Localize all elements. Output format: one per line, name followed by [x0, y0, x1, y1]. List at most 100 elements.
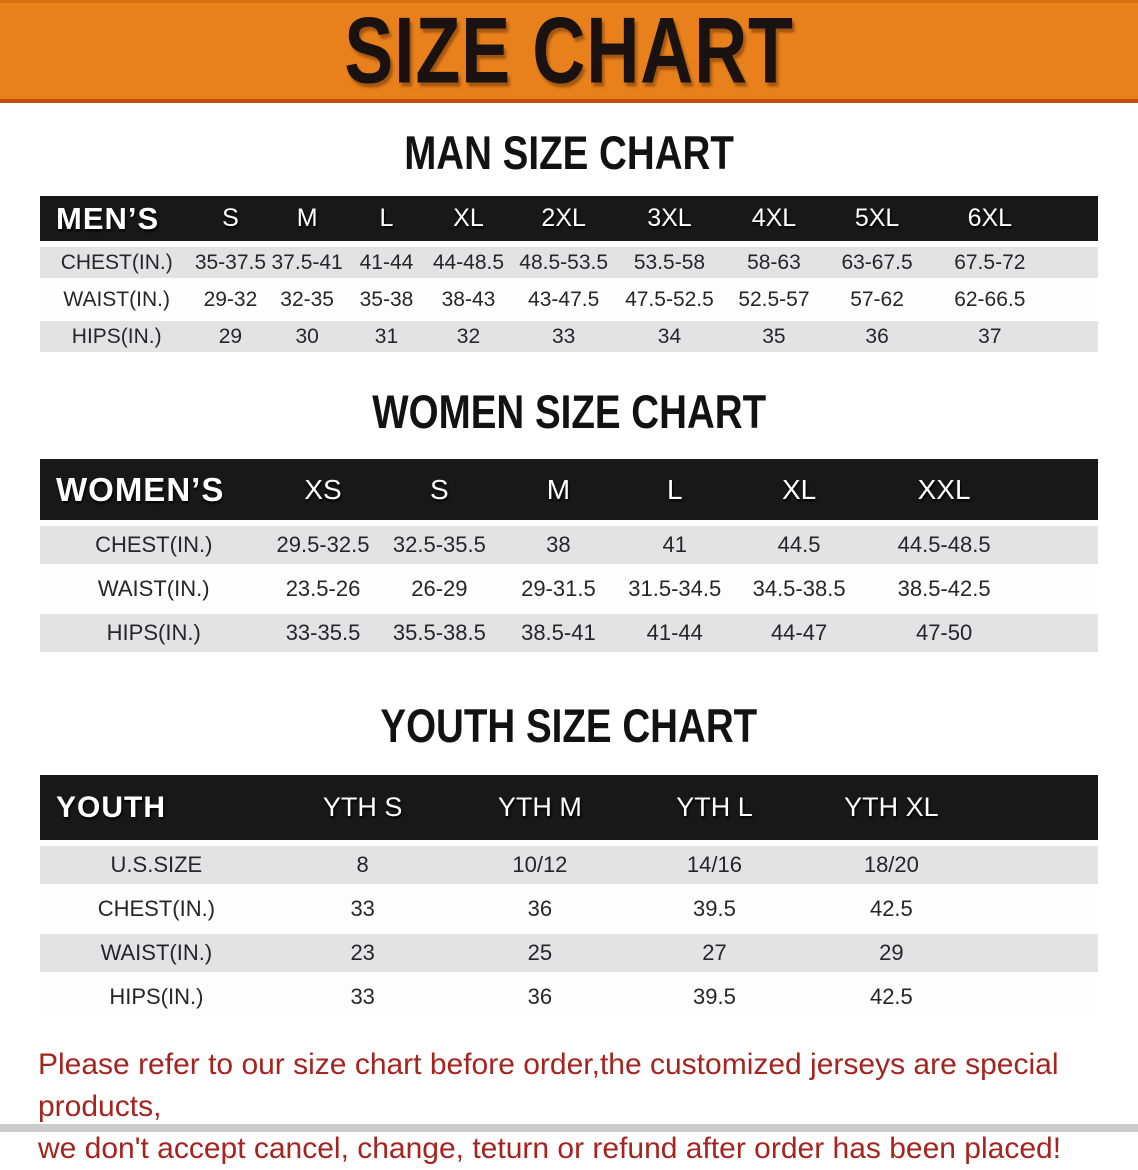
measurement-row: U.S.SIZE 8 10/12 14/16 18/20 [40, 846, 1098, 884]
youth-table-wrap: YOUTH YTH S YTH M YTH L YTH XL U.S.SIZE 8 10/12… [40, 769, 1098, 1022]
size-value-cell: 33 [272, 978, 453, 1016]
size-value-cell: 43-47.5 [510, 284, 617, 315]
size-value-cell: 42.5 [801, 890, 1098, 928]
size-column-header: 6XL [928, 196, 1098, 241]
size-value-cell: 8 [272, 846, 453, 884]
size-column-header: XL [426, 196, 511, 241]
youth-section-heading: YOUTH SIZE CHART [0, 658, 1138, 775]
row-label: WAIST(IN.) [40, 570, 268, 608]
size-column-header: M [500, 459, 617, 520]
size-value-cell: 41-44 [346, 247, 427, 278]
size-value-cell: 44-48.5 [426, 247, 511, 278]
men-section-heading-text: MAN SIZE CHART [404, 126, 734, 179]
table-corner-label: WOMEN’S [40, 459, 268, 520]
size-value-cell: 33 [272, 890, 453, 928]
size-value-cell: 37.5-41 [267, 247, 347, 278]
row-label: HIPS(IN.) [40, 321, 194, 352]
size-value-cell: 52.5-57 [722, 284, 826, 315]
size-value-cell: 58-63 [722, 247, 826, 278]
women-size-table: WOMEN’S XS S M L XL XXL CHEST(IN.) 29.5-32.5 32.5… [40, 453, 1098, 658]
measurement-row: WAIST(IN.) 23.5-26 26-29 29-31.5 31.5-34.5 34… [40, 570, 1098, 608]
bottom-strip [0, 1124, 1138, 1132]
size-value-cell: 33-35.5 [267, 614, 379, 652]
row-label: CHEST(IN.) [40, 890, 273, 928]
size-column-header: L [616, 459, 733, 520]
size-column-header: L [346, 196, 427, 241]
women-section-heading: WOMEN SIZE CHART [0, 358, 1138, 459]
size-value-cell: 33 [510, 321, 617, 352]
order-notice: Please refer to our size chart before or… [38, 1044, 1102, 1170]
youth-size-section: YOUTH SIZE CHART YOUTH YTH S YTH M YTH L YTH… [0, 658, 1138, 1022]
size-value-cell: 41 [616, 526, 733, 564]
measurement-row: HIPS(IN.) 33 36 39.5 42.5 [40, 978, 1098, 1016]
row-label: HIPS(IN.) [40, 614, 268, 652]
size-value-cell: 47.5-52.5 [616, 284, 723, 315]
size-value-cell: 34 [616, 321, 723, 352]
size-header-row: MEN’S S M L XL 2XL 3XL 4XL 5XL 6XL [40, 196, 1098, 241]
men-size-table: MEN’S S M L XL 2XL 3XL 4XL 5XL 6XL CHEST(IN.) 35-37… [40, 190, 1098, 358]
size-value-cell: 62-66.5 [928, 284, 1098, 315]
women-table-wrap: WOMEN’S XS S M L XL XXL CHEST(IN.) 29.5-32.5 32.5… [40, 453, 1098, 658]
size-value-cell: 32 [426, 321, 511, 352]
measurement-row: HIPS(IN.) 33-35.5 35.5-38.5 38.5-41 41-44 44-… [40, 614, 1098, 652]
notice-line-1: Please refer to our size chart before or… [38, 1048, 1059, 1123]
size-value-cell: 31.5-34.5 [616, 570, 733, 608]
size-column-header: S [193, 196, 268, 241]
size-value-cell: 27 [627, 934, 802, 972]
size-column-header: S [378, 459, 501, 520]
size-value-cell: 39.5 [627, 978, 802, 1016]
row-label: CHEST(IN.) [40, 247, 194, 278]
size-value-cell: 35 [722, 321, 826, 352]
table-corner-label: MEN’S [40, 196, 194, 241]
size-value-cell: 35-37.5 [193, 247, 268, 278]
women-size-section: WOMEN SIZE CHART WOMEN’S XS S M L XL XXL CHEST(… [0, 358, 1138, 658]
size-value-cell: 23 [272, 934, 453, 972]
size-value-cell: 29.5-32.5 [267, 526, 379, 564]
size-value-cell: 38.5-41 [500, 614, 617, 652]
measurement-row: WAIST(IN.) 23 25 27 29 [40, 934, 1098, 972]
size-value-cell: 29-31.5 [500, 570, 617, 608]
size-value-cell: 10/12 [452, 846, 628, 884]
banner-title: SIZE CHART [344, 0, 794, 104]
size-header-row: YOUTH YTH S YTH M YTH L YTH XL [40, 775, 1098, 840]
size-value-cell: 18/20 [801, 846, 1098, 884]
size-value-cell: 44.5-48.5 [865, 526, 1098, 564]
size-value-cell: 38-43 [426, 284, 511, 315]
size-value-cell: 29 [801, 934, 1098, 972]
row-label: HIPS(IN.) [40, 978, 273, 1016]
women-section-heading-text: WOMEN SIZE CHART [372, 385, 766, 438]
size-value-cell: 29 [193, 321, 268, 352]
measurement-row: CHEST(IN.) 35-37.5 37.5-41 41-44 44-48.5 48.5… [40, 247, 1098, 278]
size-value-cell: 44-47 [732, 614, 866, 652]
size-value-cell: 35.5-38.5 [378, 614, 501, 652]
size-value-cell: 35-38 [346, 284, 427, 315]
size-value-cell: 39.5 [627, 890, 802, 928]
size-value-cell: 36 [452, 890, 628, 928]
size-value-cell: 36 [825, 321, 929, 352]
notice-line-2: we don't accept cancel, change, teturn o… [38, 1132, 1062, 1165]
size-value-cell: 63-67.5 [825, 247, 929, 278]
size-header-row: WOMEN’S XS S M L XL XXL [40, 459, 1098, 520]
size-value-cell: 38 [500, 526, 617, 564]
men-section-heading: MAN SIZE CHART [0, 103, 1138, 196]
size-value-cell: 34.5-38.5 [732, 570, 866, 608]
row-label: CHEST(IN.) [40, 526, 268, 564]
size-column-header: YTH XL [801, 775, 1098, 840]
size-value-cell: 38.5-42.5 [865, 570, 1098, 608]
size-column-header: XL [732, 459, 866, 520]
size-column-header: 4XL [722, 196, 826, 241]
size-value-cell: 57-62 [825, 284, 929, 315]
size-value-cell: 42.5 [801, 978, 1098, 1016]
size-column-header: 3XL [616, 196, 723, 241]
size-column-header: XXL [865, 459, 1098, 520]
measurement-row: CHEST(IN.) 29.5-32.5 32.5-35.5 38 41 44.5 44.5… [40, 526, 1098, 564]
men-size-section: MAN SIZE CHART MEN’S S M L XL 2XL 3XL 4XL 5XL 6XL… [0, 103, 1138, 358]
size-value-cell: 23.5-26 [267, 570, 379, 608]
size-value-cell: 25 [452, 934, 628, 972]
size-value-cell: 14/16 [627, 846, 802, 884]
measurement-row: WAIST(IN.) 29-32 32-35 35-38 38-43 43-47.5 47.… [40, 284, 1098, 315]
size-column-header: 5XL [825, 196, 929, 241]
youth-section-heading-text: YOUTH SIZE CHART [380, 699, 758, 752]
size-value-cell: 37 [928, 321, 1098, 352]
